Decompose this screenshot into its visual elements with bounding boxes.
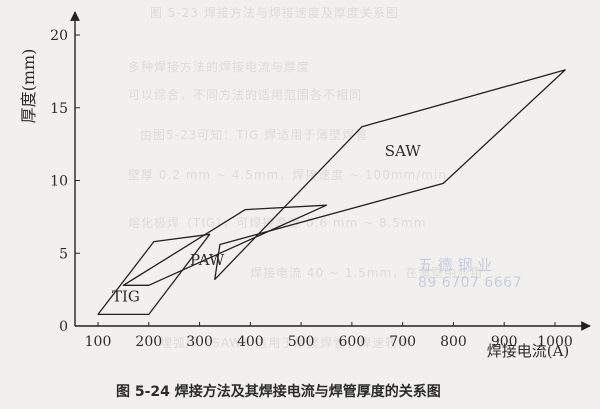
x-tick-group: 100 200 300 400 500 600 700 800 900 1000	[85, 322, 573, 350]
x-tick-label: 200	[135, 334, 162, 350]
y-tick-label: 5	[59, 246, 68, 262]
y-tick-label: 10	[50, 174, 68, 190]
paw-label: PAW	[190, 251, 225, 269]
bleed-through-line: 埋弧焊（SAW）适用于厚壁焊管，焊速较高	[160, 336, 412, 350]
series-group	[97, 69, 566, 316]
figure-caption: 图 5-24 焊接方法及其焊接电流与焊管厚度的关系图	[116, 384, 441, 400]
x-tick-label: 600	[339, 334, 366, 350]
bleed-through-line: 熔化极焊（TIG），可焊接厚度 0.6 mm ~ 8.5mm	[128, 216, 427, 230]
x-tick-label: 500	[288, 334, 315, 350]
tig-region	[97, 233, 211, 316]
x-tick-label: 100	[85, 334, 112, 350]
bleed-through-line: 壁厚 0.2 mm ~ 4.5mm，焊接速度 ~ 100mm/min	[128, 168, 447, 182]
x-axis-label: 焊接电流(A)	[487, 342, 570, 360]
bleed-through-line: 多种焊接方法的焊接电流与厚度	[128, 60, 311, 74]
y-tick-group: 0 5 10 15 20	[50, 28, 80, 335]
watermark-company: 五 德 钢 业	[418, 256, 493, 274]
y-axis-label: 厚度(mm)	[19, 49, 38, 124]
bleed-through-heading: 图 5-23 焊接方法与焊接速度及厚度关系图	[150, 6, 399, 20]
y-tick-label: 0	[59, 319, 68, 335]
tig-label: TIG	[112, 287, 140, 305]
bleed-through-line: 由图5-23可知：TIG 焊适用于薄壁焊管	[140, 128, 369, 142]
paw-region	[122, 204, 328, 286]
x-tick-label: 300	[186, 334, 213, 350]
saw-label: SAW	[385, 142, 422, 160]
bleed-through-line: 焊接电流 40 ~ 1.5mm，在薄壁中应用	[250, 266, 484, 280]
series-label-group: TIG PAW SAW	[112, 142, 421, 306]
saw-region	[214, 69, 566, 281]
bleed-through-line: 可以综合，不同方法的适用范围各不相同	[128, 88, 363, 102]
x-tick-label: 700	[389, 334, 416, 350]
y-tick-label: 15	[50, 101, 68, 117]
watermark: 五 德 钢 业 89 6707 6667	[418, 256, 522, 292]
x-tick-label: 900	[491, 334, 518, 350]
x-tick-label: 400	[237, 334, 264, 350]
y-tick-label: 20	[50, 28, 68, 44]
x-tick-label: 1000	[537, 334, 573, 350]
watermark-phone: 89 6707 6667	[418, 275, 522, 291]
x-tick-label: 800	[440, 334, 467, 350]
